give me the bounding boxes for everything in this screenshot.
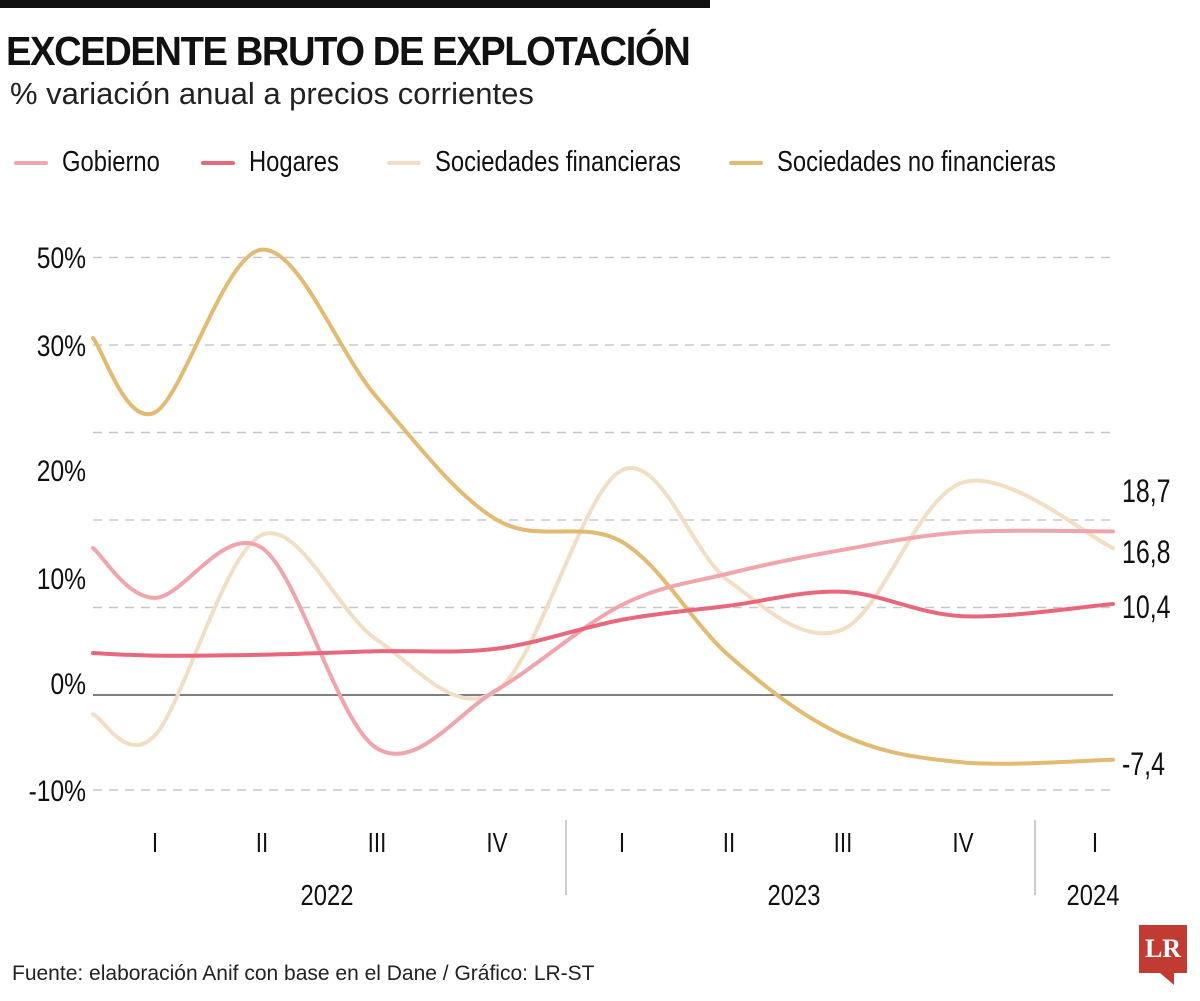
x-tick-label: III — [368, 828, 387, 859]
lr-logo: LR — [1139, 925, 1187, 973]
series-line-sociedades-no-financieras — [91, 247, 1115, 766]
end-value-label: 16,8 — [1122, 535, 1171, 571]
legend-label: Hogares — [249, 146, 340, 178]
lr-logo-tail — [1160, 973, 1174, 985]
y-tick-label: 10% — [37, 562, 86, 596]
y-tick-label: 30% — [37, 329, 86, 363]
legend-item-hogares: Hogares — [201, 146, 359, 179]
y-tick-label: 50% — [37, 241, 86, 275]
x-tick-label: I — [619, 828, 625, 859]
end-value-label: -7,4 — [1122, 747, 1165, 783]
source-note: Fuente: elaboración Anif con base en el … — [12, 962, 595, 985]
series-line-hogares — [91, 589, 1115, 658]
x-tick-label: II — [723, 828, 735, 859]
series-line-gobierno — [91, 528, 1115, 756]
y-tick-label: 20% — [37, 454, 86, 488]
y-tick-label: -10% — [29, 774, 86, 808]
year-label: 2024 — [1067, 879, 1120, 912]
end-value-label: 10,4 — [1122, 590, 1171, 626]
legend-label: Gobierno — [62, 146, 160, 178]
y-tick-label: 0% — [50, 667, 86, 701]
legend-swatch — [201, 160, 236, 165]
legend-item-gobierno: Gobierno — [14, 146, 181, 179]
x-tick-label: II — [256, 828, 268, 859]
chart-title: EXCEDENTE BRUTO DE EXPLOTACIÓN — [6, 28, 691, 74]
legend-label: Sociedades no financieras — [776, 146, 1056, 178]
top-rule — [0, 0, 710, 8]
x-tick-label: IV — [952, 828, 973, 859]
legend-item-sociedades-financieras: Sociedades financieras — [386, 146, 735, 179]
series-line-sociedades-financieras — [91, 466, 1115, 747]
legend-swatch — [386, 160, 421, 165]
legend-swatch — [14, 160, 48, 165]
x-tick-label: I — [152, 828, 158, 859]
end-value-label: 18,7 — [1122, 474, 1171, 510]
x-tick-label: I — [1092, 828, 1098, 859]
year-label: 2023 — [768, 879, 821, 912]
year-label: 2022 — [301, 879, 354, 912]
chart-subtitle: % variación anual a precios corrientes — [10, 76, 534, 111]
legend-item-sociedades-no-financieras: Sociedades no financieras — [728, 146, 1117, 179]
legend-label: Sociedades financieras — [434, 146, 681, 178]
legend: Gobierno Hogares Sociedades financieras … — [14, 146, 1151, 179]
legend-swatch — [728, 160, 763, 165]
x-tick-label: IV — [486, 828, 507, 859]
x-tick-label: III — [834, 828, 853, 859]
